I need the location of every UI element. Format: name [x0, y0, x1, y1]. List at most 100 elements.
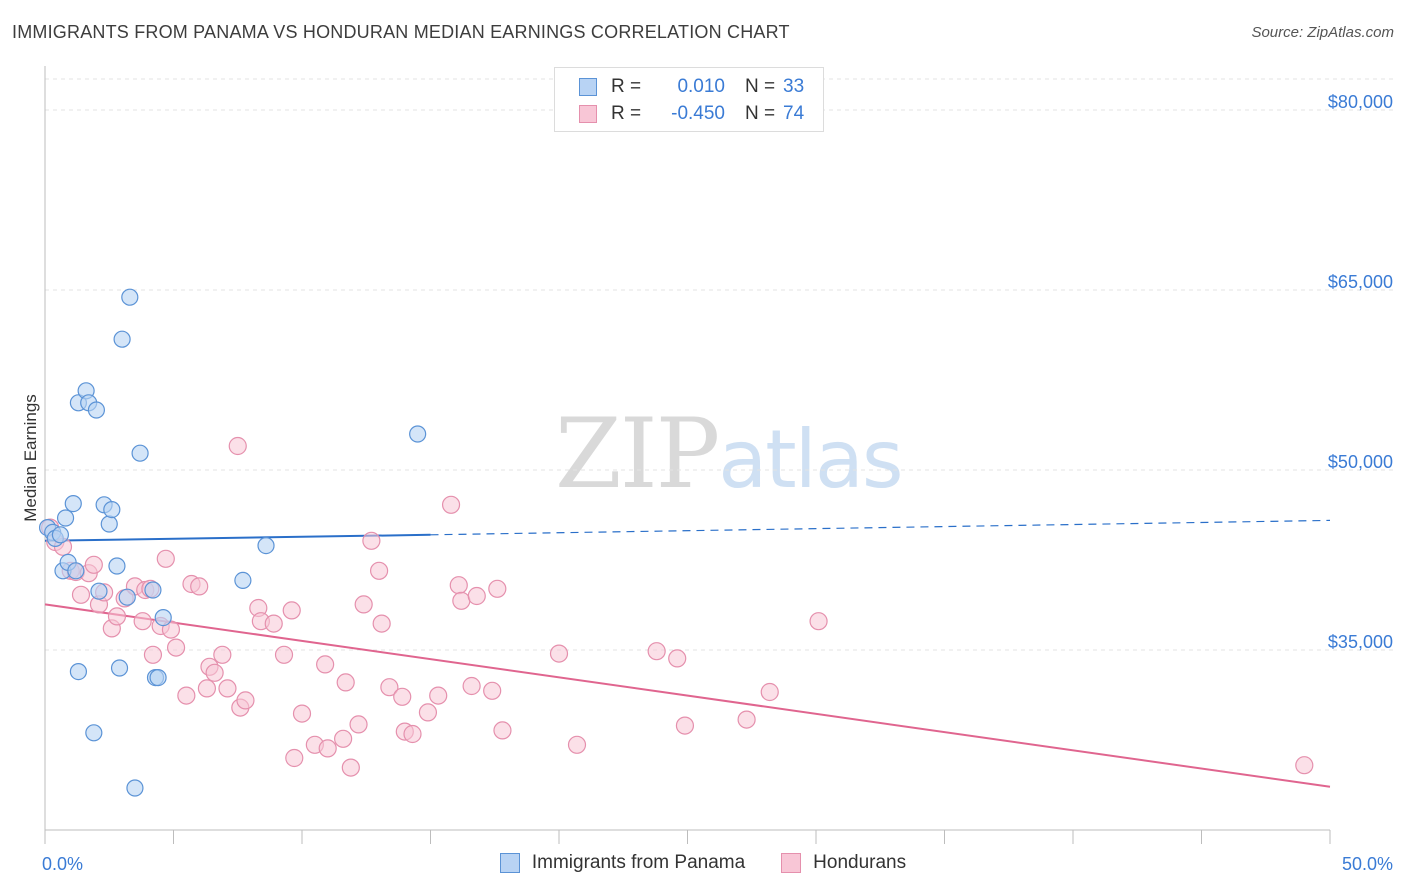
panama-point: [154, 608, 172, 627]
source-label: Source: ZipAtlas.com: [1251, 24, 1394, 41]
honduran-point: [418, 703, 438, 722]
honduran-point: [84, 555, 103, 574]
honduran-point: [760, 682, 779, 702]
y-tick-label: $35,000: [1328, 632, 1393, 652]
honduran-point: [647, 642, 666, 661]
honduran-point: [1295, 756, 1314, 775]
panama-point: [118, 588, 136, 606]
honduran-point: [467, 586, 486, 606]
panama-point: [64, 495, 82, 513]
honduran-point: [462, 676, 481, 696]
panama-point: [113, 330, 131, 348]
panama-point: [67, 562, 85, 580]
honduran-point: [143, 645, 163, 664]
r-label: R =: [611, 76, 642, 97]
legend-row-honduran: R = -0.450 N = 74: [579, 101, 804, 127]
series-legend: Immigrants from Panama Hondurans: [0, 852, 1406, 874]
honduran-point: [452, 591, 471, 610]
honduran-point: [318, 739, 337, 758]
honduran-point: [71, 585, 91, 604]
honduran-trend: [44, 603, 1331, 788]
honduran-point: [213, 645, 232, 664]
honduran-legend-swatch: [781, 853, 802, 873]
honduran-point: [349, 715, 368, 734]
honduran-point: [190, 577, 209, 596]
honduran-point: [493, 721, 512, 740]
honduran-point: [107, 607, 127, 626]
legend-item-hondurans[interactable]: Hondurans: [781, 852, 906, 874]
honduran-point: [809, 612, 828, 631]
tick-labels: $35,000 $50,000 $65,000 $80,000 0.0% 50.0% Med…: [21, 92, 1393, 874]
n-value: 74: [783, 103, 805, 124]
r-value: 0.010: [677, 76, 725, 97]
honduran-point: [177, 686, 196, 705]
honduran-swatch: [579, 105, 597, 123]
panama-point: [110, 659, 129, 677]
x-tick-label-max: 50.0%: [1342, 854, 1393, 874]
panama-point: [85, 724, 103, 742]
honduran-point: [441, 495, 461, 514]
panama-swatch: [579, 78, 597, 96]
honduran-point: [274, 645, 294, 664]
panama-point: [56, 509, 75, 527]
panama-point: [131, 444, 149, 462]
honduran-point: [429, 686, 448, 705]
panama-point: [144, 581, 162, 599]
x-tick-label-min: 0.0%: [42, 854, 83, 874]
honduran-point: [488, 579, 507, 598]
honduran-point: [449, 576, 468, 595]
panama-point: [103, 501, 121, 519]
trend-lines: [44, 519, 1331, 788]
panama-point: [121, 288, 139, 306]
honduran-point: [370, 561, 389, 580]
honduran-point: [334, 729, 353, 748]
panama-point: [90, 582, 108, 600]
watermark-zip: ZIP: [555, 398, 720, 510]
panama-point: [234, 571, 252, 590]
honduran-point: [156, 549, 175, 568]
honduran-point: [668, 649, 687, 668]
legend-row-panama: R = 0.010 N = 33: [579, 74, 804, 100]
honduran-point: [362, 531, 381, 550]
panama-point: [257, 536, 275, 555]
y-tick-label: $80,000: [1328, 92, 1393, 112]
honduran-point: [282, 601, 301, 620]
honduran-point: [737, 710, 756, 729]
honduran-point: [285, 748, 304, 768]
honduran-point: [483, 681, 502, 700]
panama-legend-swatch: [499, 853, 520, 873]
honduran-point: [549, 644, 569, 663]
panama-point: [51, 526, 70, 544]
panama-point: [126, 779, 144, 797]
honduran-point: [372, 614, 391, 633]
panama-trend-dashed: [430, 519, 1331, 536]
honduran-point: [166, 638, 186, 657]
honduran-point: [336, 673, 355, 692]
honduran-legend-label: Hondurans: [813, 852, 907, 873]
honduran-point: [205, 663, 224, 682]
honduran-point: [316, 655, 335, 674]
axes: [44, 66, 1331, 844]
n-label: N =: [745, 76, 776, 97]
r-value: -0.450: [671, 103, 725, 124]
honduran-point: [675, 716, 695, 735]
honduran-point: [292, 704, 312, 723]
panama-point: [69, 662, 88, 681]
panama-point: [149, 668, 167, 687]
chart-title: IMMIGRANTS FROM PANAMA VS HONDURAN MEDIA…: [12, 22, 790, 42]
y-axis-label: Median Earnings: [21, 394, 40, 522]
watermark: ZIPatlas: [555, 398, 904, 510]
honduran-point: [567, 735, 587, 754]
n-value: 33: [783, 76, 805, 97]
honduran-point: [236, 691, 255, 710]
legend-item-panama[interactable]: Immigrants from Panama: [499, 852, 745, 874]
honduran-point: [380, 678, 399, 697]
honduran-point: [341, 758, 360, 777]
watermark-atlas: atlas: [718, 413, 903, 506]
honduran-point: [218, 679, 237, 698]
honduran-point: [393, 687, 412, 706]
honduran-point: [403, 724, 422, 744]
honduran-point: [264, 614, 283, 633]
honduran-point: [228, 436, 247, 456]
